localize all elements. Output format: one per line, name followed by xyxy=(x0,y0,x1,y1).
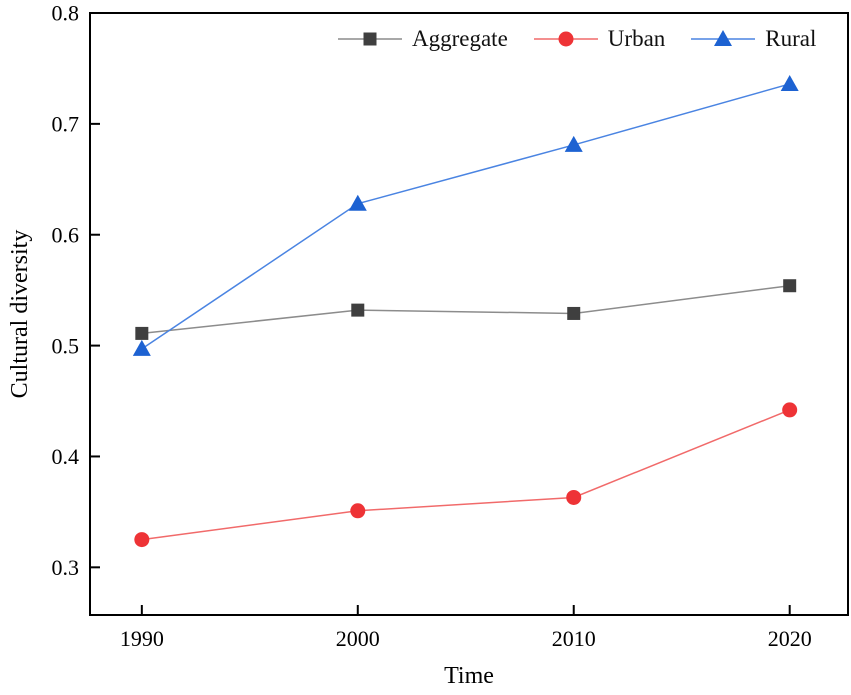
data-point-aggregate-2010 xyxy=(567,306,581,320)
data-point-aggregate-2000 xyxy=(351,303,365,317)
series-layer xyxy=(132,74,799,548)
legend-marker-square xyxy=(363,32,377,46)
data-point-rural-1990 xyxy=(132,339,151,356)
legend-item-urban: Urban xyxy=(533,26,666,52)
y-axis-label: Cultural diversity xyxy=(7,230,33,399)
legend-marker-circle xyxy=(558,31,574,47)
x-tick-label: 2000 xyxy=(336,626,380,651)
legend-label: Urban xyxy=(607,26,666,51)
legend-sample-rural xyxy=(691,30,756,46)
y-tick-label: 0.5 xyxy=(52,333,80,358)
plot-border xyxy=(89,12,849,616)
data-point-aggregate-2020 xyxy=(783,279,797,293)
legend-sample-aggregate xyxy=(338,32,402,46)
series-line-urban xyxy=(141,409,790,541)
data-point-rural-2000 xyxy=(348,194,367,211)
legend-sample-urban xyxy=(533,31,598,47)
legend-label: Rural xyxy=(765,26,817,51)
legend-item-rural: Rural xyxy=(691,26,816,52)
ticks-layer: 0.3 0.4 0.5 0.6 0.7 0.8 1990 2000 2010 2020 xyxy=(52,1,812,651)
x-tick-label: 2020 xyxy=(768,626,812,651)
x-tick-label: 1990 xyxy=(120,626,164,651)
data-point-urban-2000 xyxy=(350,503,366,519)
data-point-urban-2020 xyxy=(782,402,798,418)
series-rural xyxy=(132,74,799,356)
y-tick-label: 0.7 xyxy=(52,112,80,137)
y-tick-label: 0.8 xyxy=(52,1,80,26)
series-line-aggregate xyxy=(141,284,790,335)
legend-label: Aggregate xyxy=(412,26,508,51)
y-tick-label: 0.4 xyxy=(52,444,80,469)
data-point-urban-2010 xyxy=(566,489,582,505)
data-point-aggregate-1990 xyxy=(135,326,149,340)
x-axis-label: Time xyxy=(444,663,494,689)
series-aggregate xyxy=(135,279,797,340)
y-tick-label: 0.3 xyxy=(52,555,80,580)
legend: Aggregate Urban Rural xyxy=(338,26,816,52)
legend-item-aggregate: Aggregate xyxy=(338,26,508,52)
series-line-rural xyxy=(141,83,790,350)
data-point-urban-1990 xyxy=(134,532,150,548)
x-tick-label: 2010 xyxy=(552,626,596,651)
data-point-rural-2010 xyxy=(564,135,583,152)
series-urban xyxy=(134,402,798,548)
legend-marker-triangle xyxy=(714,30,733,46)
data-point-rural-2020 xyxy=(780,74,799,91)
y-tick-label: 0.6 xyxy=(52,222,80,247)
